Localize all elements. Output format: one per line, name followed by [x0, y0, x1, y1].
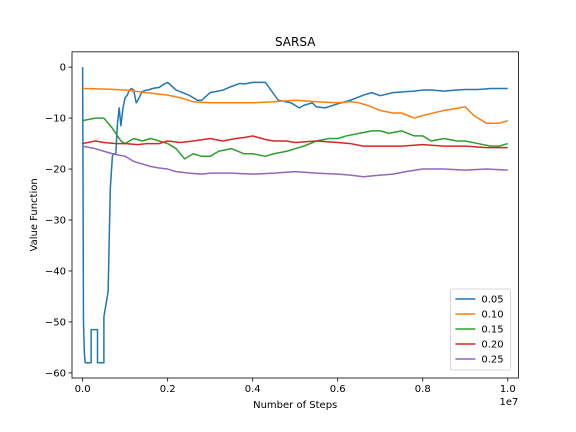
- y-axis-label: Value Function: [29, 178, 40, 251]
- y-tick-label: −50: [45, 317, 66, 328]
- x-tick-label: 1.0: [500, 384, 516, 395]
- series-line-0.20: [82, 135, 508, 149]
- series-line-0.25: [82, 145, 508, 178]
- y-tick-label: −60: [45, 368, 66, 379]
- y-axis-ticks: 0 −10 −20 −30 −40 −50 −60: [45, 63, 72, 379]
- legend-label: 0.10: [481, 310, 503, 321]
- y-tick-label: −20: [45, 165, 66, 176]
- x-tick-label: 0.6: [330, 384, 346, 395]
- x-tick-label: 0.4: [245, 384, 261, 395]
- x-axis-label: Number of Steps: [253, 400, 337, 411]
- legend-label: 0.25: [481, 355, 503, 366]
- legend: 0.05 0.10 0.15 0.20 0.25: [449, 288, 511, 371]
- x-tick-label: 0.0: [75, 384, 91, 395]
- y-tick-label: −40: [45, 266, 66, 277]
- y-tick-label: −10: [45, 114, 66, 125]
- y-tick-label: −30: [45, 216, 66, 227]
- chart-title: SARSA: [275, 35, 316, 49]
- plot-area: [71, 51, 519, 379]
- legend-label: 0.15: [481, 325, 503, 336]
- plot-frame: [71, 51, 519, 379]
- x-tick-label: 0.8: [415, 384, 431, 395]
- series-line-0.05: [81, 67, 508, 364]
- legend-box: [449, 288, 511, 371]
- series-line-0.15: [82, 117, 508, 160]
- legend-label: 0.05: [481, 295, 503, 306]
- legend-label: 0.20: [481, 340, 503, 351]
- series-group: [81, 67, 508, 364]
- x-tick-label: 0.2: [160, 384, 176, 395]
- x-axis-ticks: 0.0 0.2 0.4 0.6 0.8 1.0: [75, 378, 516, 395]
- series-line-0.10: [82, 87, 508, 124]
- y-tick-label: 0: [60, 63, 66, 74]
- x-axis-offset-label: 1e7: [500, 397, 519, 408]
